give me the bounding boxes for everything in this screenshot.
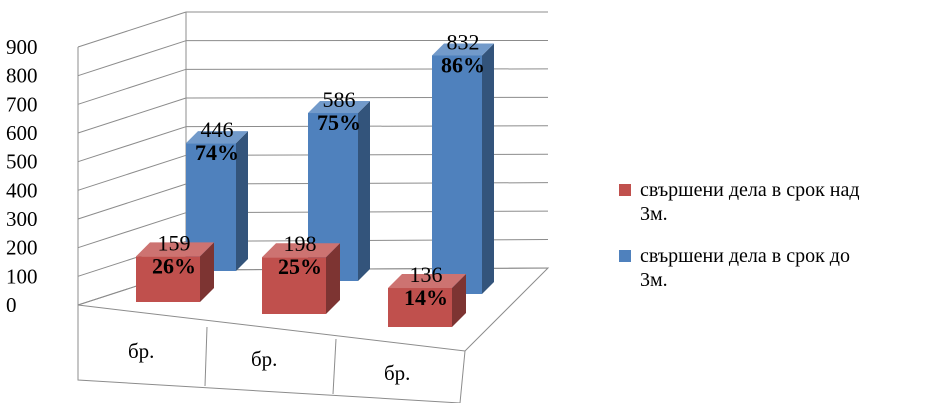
bar-top <box>262 243 340 258</box>
category-label: бр. <box>128 339 154 363</box>
legend-swatch <box>619 184 631 196</box>
percent-label: 14% <box>404 285 448 310</box>
y-tick-label: 200 <box>6 236 38 260</box>
percent-label: 25% <box>278 254 322 279</box>
category-axis <box>77 305 461 403</box>
y-tick-label: 400 <box>6 178 38 202</box>
category-label: бр. <box>251 347 277 371</box>
bar-top <box>308 101 370 114</box>
value-label: 136 <box>410 262 443 287</box>
side-gridline <box>77 126 187 163</box>
value-label: 198 <box>284 231 317 256</box>
side-gridline <box>77 183 187 220</box>
value-label: 832 <box>447 29 480 54</box>
bars <box>136 43 494 327</box>
y-tick-label: 0 <box>6 293 17 317</box>
bar-top <box>136 242 214 257</box>
bar-side <box>452 274 466 327</box>
category-divider <box>204 326 208 387</box>
bar <box>136 242 214 302</box>
bar-side <box>358 101 370 281</box>
value-label: 446 <box>201 117 234 142</box>
bar-front <box>432 55 482 294</box>
category-label: бр. <box>384 361 410 385</box>
legend-label: свършени дела в срок над 3м. <box>640 179 860 225</box>
legend: свършени дела в срок над 3м. свършени дела… <box>619 179 860 291</box>
side-gridline <box>77 68 187 105</box>
value-label: 586 <box>323 87 356 112</box>
y-tick-label: 100 <box>6 264 38 288</box>
bar <box>432 43 494 294</box>
side-gridline <box>77 40 187 77</box>
bar-side <box>236 131 248 271</box>
percent-label: 75% <box>317 110 361 135</box>
y-axis: 0 100 200 300 400 500 600 700 800 900 <box>6 35 38 317</box>
percent-label: 74% <box>195 140 239 165</box>
y-tick-label: 700 <box>6 92 38 116</box>
x-axis: бр. бр. бр. <box>77 267 550 403</box>
bar-side <box>200 242 214 302</box>
y-tick-label: 500 <box>6 150 38 174</box>
bar-top <box>186 131 248 144</box>
bar-top <box>388 274 466 289</box>
bar <box>262 243 340 314</box>
bar-side <box>326 243 340 314</box>
bar-front <box>388 288 452 327</box>
side-gridline <box>77 154 187 191</box>
legend-label: свършени дела в срок до 3м. <box>640 245 850 291</box>
side-gridline <box>77 11 187 48</box>
y-tick-label: 600 <box>6 121 38 145</box>
bar-top <box>432 43 494 56</box>
category-divider <box>332 338 337 395</box>
percent-label: 86% <box>441 52 485 77</box>
y-tick-label: 800 <box>6 64 38 88</box>
y-tick-label: 300 <box>6 207 38 231</box>
y-tick-label: 900 <box>6 35 38 59</box>
bar-front <box>262 257 326 314</box>
value-label: 159 <box>158 230 191 255</box>
bar-front <box>136 256 200 302</box>
bar-side <box>482 43 494 294</box>
side-gridline <box>77 212 187 249</box>
side-gridline <box>77 97 187 134</box>
bar <box>388 274 466 327</box>
category-divider <box>459 350 466 403</box>
percent-label: 26% <box>152 253 196 278</box>
legend-swatch <box>619 250 631 262</box>
